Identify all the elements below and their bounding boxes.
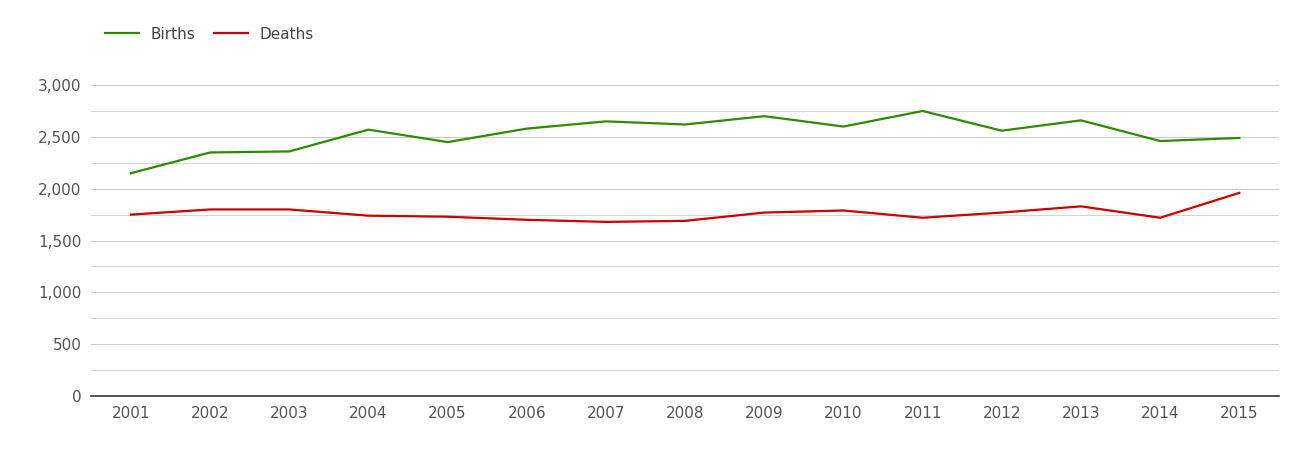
Deaths (1152, 215, 1168, 220)
Line: Deaths: Deaths (130, 193, 1240, 222)
Deaths (1232, 190, 1248, 196)
Births (1073, 117, 1088, 123)
Births (360, 127, 376, 132)
Deaths (757, 210, 773, 215)
Deaths (677, 218, 693, 224)
Deaths (835, 208, 851, 213)
Deaths (123, 212, 138, 217)
Deaths (282, 207, 298, 212)
Legend: Births, Deaths: Births, Deaths (99, 21, 320, 48)
Births (440, 140, 455, 145)
Deaths (440, 214, 455, 220)
Deaths (598, 219, 613, 225)
Deaths (915, 215, 930, 220)
Deaths (202, 207, 218, 212)
Deaths (994, 210, 1010, 215)
Births (835, 124, 851, 129)
Births (519, 126, 535, 131)
Births (123, 171, 138, 176)
Births (1152, 138, 1168, 144)
Births (282, 148, 298, 154)
Births (598, 119, 613, 124)
Births (1232, 135, 1248, 141)
Line: Births: Births (130, 111, 1240, 173)
Births (757, 113, 773, 119)
Births (915, 108, 930, 114)
Deaths (1073, 204, 1088, 209)
Deaths (519, 217, 535, 222)
Deaths (360, 213, 376, 218)
Births (994, 128, 1010, 133)
Births (677, 122, 693, 127)
Births (202, 150, 218, 155)
